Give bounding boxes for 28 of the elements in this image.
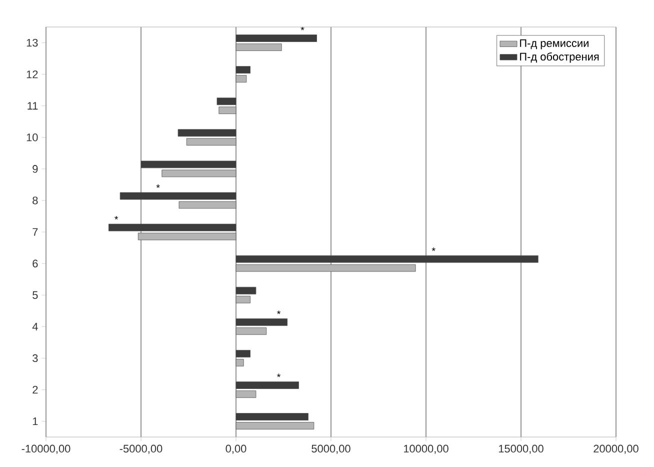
y-tick-label: 8: [32, 196, 38, 204]
annotation: *: [156, 184, 160, 188]
x-tick-label: 10000,00: [404, 444, 448, 454]
annotation: *: [114, 216, 118, 220]
y-tick-label: 3: [32, 354, 38, 362]
y-tick-label: 5: [32, 291, 38, 299]
annotation: *: [276, 310, 281, 314]
y-tick-label: 6: [32, 260, 38, 268]
annotation: *: [276, 374, 281, 378]
y-tick-label: 12: [26, 70, 38, 78]
y-tick-label: 10: [26, 134, 38, 142]
y-tick-label: 13: [26, 38, 38, 47]
annotation: *: [300, 26, 304, 30]
y-tick-label: 4: [32, 322, 38, 330]
x-tick-label: -5000,00: [120, 444, 162, 454]
x-tick-label: 15000,00: [498, 444, 544, 454]
x-tick-label: 0,00: [226, 444, 246, 454]
y-tick-label: 9: [32, 165, 38, 173]
y-tick-label: 7: [32, 228, 38, 236]
annotation: *: [432, 247, 436, 251]
y-tick-label: 1: [32, 417, 38, 425]
x-tick-label: 20000,00: [594, 444, 638, 454]
y-tick-label: 2: [32, 386, 38, 394]
x-tick-label: -10000,00: [22, 444, 70, 454]
legend-label: П-д обострения: [520, 52, 599, 63]
x-tick-label: 5000,00: [312, 444, 350, 454]
legend-label: П-д ремиссии: [520, 39, 588, 50]
y-tick-label: 11: [28, 102, 38, 110]
